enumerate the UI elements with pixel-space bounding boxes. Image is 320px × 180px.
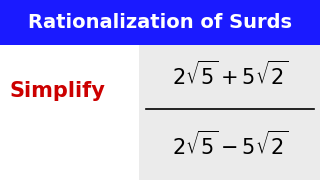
Bar: [139, 45, 320, 180]
Bar: [0, 0, 320, 45]
Text: $2\sqrt{5} + 5\sqrt{2}$: $2\sqrt{5} + 5\sqrt{2}$: [172, 60, 288, 89]
Text: $2\sqrt{5} - 5\sqrt{2}$: $2\sqrt{5} - 5\sqrt{2}$: [172, 131, 288, 159]
Text: Rationalization of Surds: Rationalization of Surds: [28, 13, 292, 32]
Text: Simplify: Simplify: [10, 81, 106, 101]
